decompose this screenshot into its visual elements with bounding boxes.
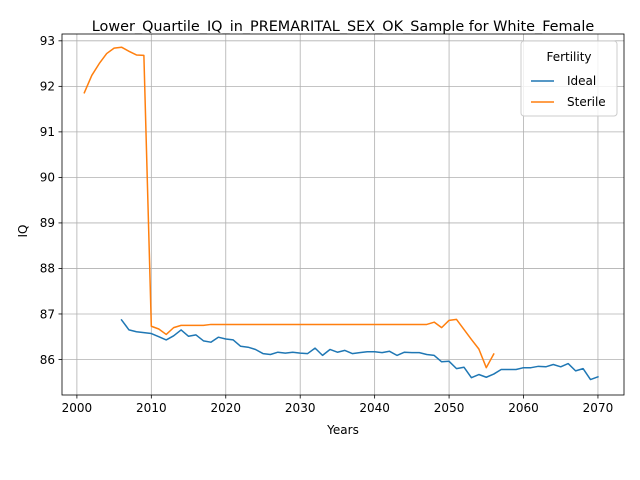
x-tick-label: 2030 [285,401,316,415]
y-tick-label: 88 [40,262,55,276]
x-axis-label: Years [326,423,359,437]
x-tick-label: 2070 [583,401,614,415]
x-tick-label: 2050 [434,401,465,415]
y-axis-ticks: 86 87 88 89 90 91 92 93 [40,34,62,367]
series-lines [83,46,599,381]
y-axis-label: IQ [16,225,30,238]
plot-frame [61,33,625,396]
y-tick-label: 91 [40,125,55,139]
y-tick-label: 90 [40,171,55,185]
chart-title: Lower_Quartile_IQ_in_PREMARITAL_SEX_OK_S… [92,19,595,35]
legend-title: Fertility [546,50,591,64]
legend-label-sterile: Sterile [567,95,606,109]
y-tick-label: 89 [40,216,55,230]
y-tick-label: 92 [40,80,55,94]
legend: Fertility Ideal Sterile [520,40,618,117]
y-tick-label: 87 [40,307,55,321]
legend-box [520,40,618,117]
y-tick-label: 93 [40,34,55,48]
x-tick-label: 2010 [136,401,167,415]
series-line-sterile [83,46,495,369]
x-tick-label: 2040 [359,401,390,415]
x-tick-label: 2000 [62,401,93,415]
legend-label-ideal: Ideal [567,74,596,88]
x-axis-ticks: 2000 2010 2020 2030 2040 2050 2060 2070 [62,395,614,415]
x-tick-label: 2020 [210,401,241,415]
x-tick-label: 2060 [508,401,539,415]
series-line-ideal [120,318,599,381]
y-tick-label: 86 [40,353,55,367]
